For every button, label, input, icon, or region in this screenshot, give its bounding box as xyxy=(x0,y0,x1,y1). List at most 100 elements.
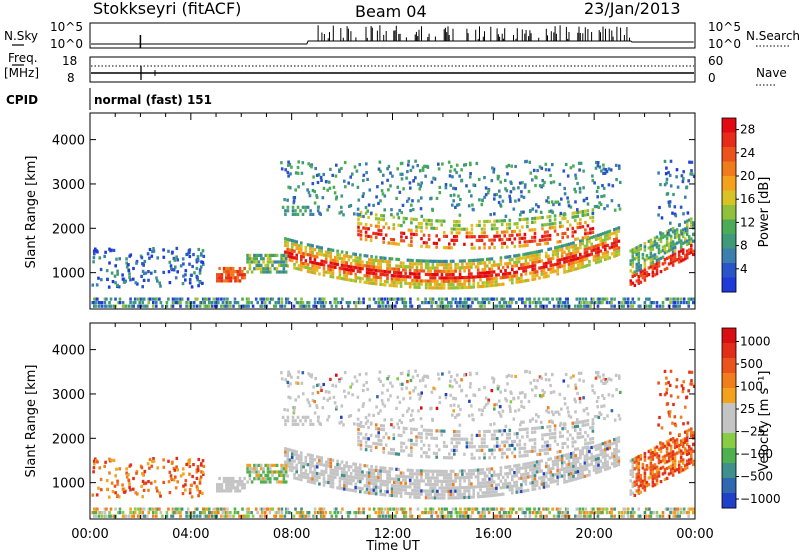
data-cell xyxy=(424,282,428,286)
data-cell xyxy=(549,173,552,178)
data-cell xyxy=(553,435,557,439)
data-cell xyxy=(461,492,464,496)
data-cell xyxy=(374,258,378,263)
data-cell xyxy=(541,433,544,437)
data-cell xyxy=(465,279,469,283)
data-cell xyxy=(395,242,398,246)
data-cell xyxy=(422,301,426,305)
data-cell xyxy=(457,301,461,305)
data-cell xyxy=(273,304,276,308)
data-cell xyxy=(669,258,673,262)
data-cell xyxy=(563,477,566,481)
data-cell xyxy=(282,270,286,274)
data-cell xyxy=(592,465,596,469)
data-cell xyxy=(304,259,308,263)
data-cell xyxy=(432,226,436,230)
data-cell xyxy=(372,272,376,276)
data-cell xyxy=(565,256,568,260)
data-cell xyxy=(310,375,313,379)
data-cell xyxy=(116,479,119,483)
data-cell xyxy=(558,458,562,462)
data-cell xyxy=(418,272,421,276)
data-cell xyxy=(144,481,148,485)
data-cell xyxy=(538,259,541,263)
data-cell xyxy=(327,205,331,209)
data-cell xyxy=(195,258,199,262)
data-cell xyxy=(447,489,451,493)
data-cell xyxy=(412,389,415,393)
data-cell xyxy=(505,245,509,249)
data-cell xyxy=(673,229,677,233)
data-cell xyxy=(347,391,350,395)
data-cell xyxy=(629,259,633,263)
data-cell xyxy=(410,240,413,244)
data-cell xyxy=(463,276,466,280)
data-cell xyxy=(255,473,258,477)
data-cell xyxy=(281,205,285,209)
data-cell xyxy=(444,183,448,187)
data-cell xyxy=(541,223,544,227)
data-cell xyxy=(592,245,596,249)
data-cell xyxy=(297,267,301,271)
data-cell xyxy=(526,475,530,479)
data-cell xyxy=(234,489,237,493)
data-cell xyxy=(280,371,283,375)
data-cell xyxy=(93,297,96,301)
data-cell xyxy=(406,170,409,174)
data-cell xyxy=(415,427,418,432)
data-cell xyxy=(531,427,534,431)
data-cell xyxy=(152,297,155,301)
data-cell xyxy=(487,301,491,305)
data-cell xyxy=(255,470,258,474)
data-cell xyxy=(465,304,468,308)
data-cell xyxy=(599,242,603,247)
data-cell xyxy=(675,231,679,235)
data-cell xyxy=(290,252,294,256)
nsky-tick-bottom: 10^0 xyxy=(50,37,83,51)
data-cell xyxy=(633,273,637,277)
data-cell xyxy=(517,257,521,261)
data-cell xyxy=(570,258,573,262)
data-cell xyxy=(498,448,501,452)
data-cell xyxy=(386,280,389,284)
data-cell xyxy=(613,458,616,462)
data-cell xyxy=(690,160,694,164)
data-cell xyxy=(218,279,221,283)
data-cell xyxy=(379,282,382,286)
data-cell xyxy=(105,304,108,308)
data-cell xyxy=(567,414,571,418)
data-cell xyxy=(474,275,478,279)
data-cell xyxy=(320,246,323,250)
data-cell xyxy=(431,263,435,267)
data-cell xyxy=(665,250,669,254)
data-cell xyxy=(359,301,362,305)
data-cell xyxy=(344,395,347,399)
data-cell xyxy=(574,421,577,425)
data-cell xyxy=(418,169,422,173)
data-cell xyxy=(594,457,598,461)
data-cell xyxy=(586,441,590,445)
data-cell xyxy=(347,271,351,275)
data-cell xyxy=(395,467,398,471)
data-cell xyxy=(467,485,471,489)
data-cell xyxy=(367,413,371,417)
data-cell xyxy=(442,476,446,480)
data-cell xyxy=(453,168,457,172)
data-cell xyxy=(487,188,490,192)
data-cell xyxy=(509,199,512,203)
data-cell xyxy=(377,221,380,225)
data-cell xyxy=(566,445,569,449)
data-cell xyxy=(248,263,252,267)
data-cell xyxy=(599,466,603,470)
data-cell xyxy=(304,472,308,476)
data-cell xyxy=(436,266,439,270)
data-cell xyxy=(453,235,456,239)
data-cell xyxy=(128,272,131,276)
data-cell xyxy=(399,474,403,478)
data-cell xyxy=(570,462,573,466)
data-cell xyxy=(687,235,691,239)
data-cell xyxy=(246,270,249,274)
data-cell xyxy=(512,207,516,211)
data-cell xyxy=(415,443,418,447)
data-cell xyxy=(657,171,660,175)
